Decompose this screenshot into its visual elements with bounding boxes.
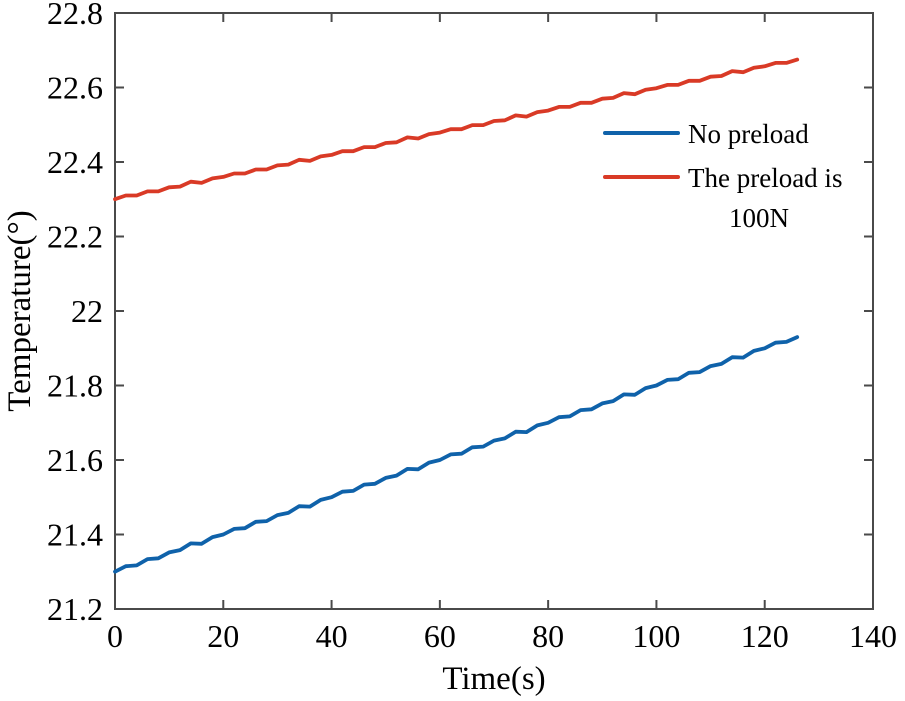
x-axis-tick-label: 120: [741, 618, 789, 654]
y-axis-tick-label: 21.2: [47, 591, 103, 627]
x-axis-tick-label: 140: [849, 618, 897, 654]
y-axis-tick-label: 22.2: [47, 219, 103, 255]
y-axis-tick-label: 21.4: [47, 517, 103, 553]
y-axis-tick-label: 22.4: [47, 144, 103, 180]
series-line-no-preload: [113, 335, 800, 574]
x-axis-tick-label: 80: [532, 618, 564, 654]
y-axis-tick-label: 21.8: [47, 368, 103, 404]
y-axis-tick-label: 22: [71, 293, 103, 329]
y-axis-tick-label: 22.6: [47, 70, 103, 106]
y-axis-tick-label: 22.8: [47, 0, 103, 31]
x-axis-tick-label: 40: [316, 618, 348, 654]
x-axis-tick-label: 20: [207, 618, 239, 654]
y-axis-tick-label: 21.6: [47, 442, 103, 478]
legend-label: The preload is: [688, 163, 842, 193]
x-axis-label: Time(s): [442, 661, 545, 697]
plot-frame: [114, 12, 874, 610]
x-axis-tick-label: 0: [107, 618, 123, 654]
y-axis-label: Temperature(°): [2, 210, 38, 411]
legend-label: No preload: [688, 119, 809, 149]
series-line-the-preload-is-100n: [113, 57, 800, 202]
legend-label-wrap: 100N: [729, 203, 789, 233]
x-axis-tick-label: 60: [424, 618, 456, 654]
x-axis-tick-label: 100: [632, 618, 680, 654]
